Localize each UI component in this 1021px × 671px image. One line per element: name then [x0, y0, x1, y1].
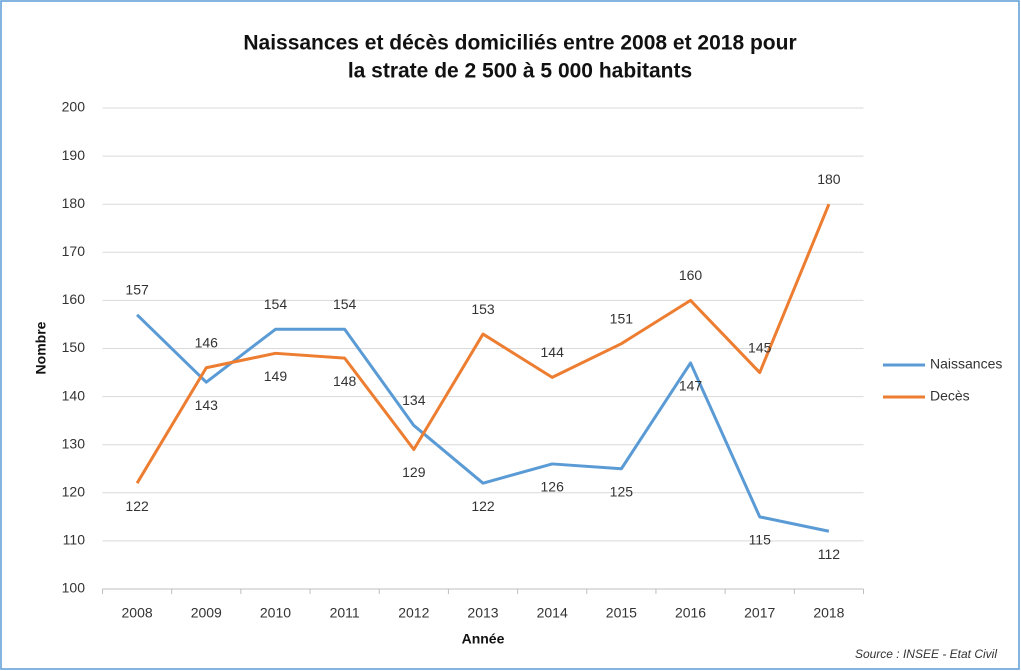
data-label: 151 [610, 310, 634, 326]
legend-label: Decès [930, 388, 970, 404]
x-tick-label: 2013 [467, 605, 498, 621]
data-label: 154 [333, 296, 357, 312]
x-tick-label: 2009 [191, 605, 222, 621]
y-axis-title: Nombre [33, 321, 49, 374]
data-label: 180 [817, 171, 841, 187]
data-label: 153 [471, 301, 495, 317]
data-label: 115 [749, 532, 772, 548]
chart-title: la strate de 2 500 à 5 000 habitants [348, 60, 692, 83]
data-label: 126 [541, 479, 565, 495]
data-label: 146 [195, 334, 219, 350]
data-label: 144 [541, 344, 565, 360]
x-tick-label: 2016 [675, 605, 706, 621]
data-label: 145 [748, 339, 772, 355]
legend-label: Naissances [930, 356, 1002, 372]
x-tick-label: 2014 [537, 605, 568, 621]
y-tick-label: 100 [62, 580, 86, 596]
x-tick-label: 2010 [260, 605, 291, 621]
y-tick-label: 140 [62, 387, 86, 403]
data-label: 143 [195, 397, 219, 413]
y-tick-label: 200 [62, 99, 86, 115]
y-tick-label: 190 [62, 147, 86, 163]
data-label: 129 [402, 464, 426, 480]
x-tick-label: 2012 [398, 605, 429, 621]
y-tick-label: 120 [62, 484, 86, 500]
data-label: 112 [818, 546, 841, 562]
data-label: 125 [610, 483, 634, 499]
source: Source : INSEE - Etat Civil [855, 647, 997, 661]
y-tick-label: 180 [62, 195, 86, 211]
y-tick-label: 160 [62, 291, 86, 307]
data-label: 122 [471, 498, 495, 514]
x-tick-label: 2015 [606, 605, 637, 621]
y-tick-label: 110 [63, 532, 86, 548]
line-series [136, 313, 830, 533]
x-tick-label: 2018 [813, 605, 844, 621]
data-label: 154 [264, 296, 288, 312]
data-label: 147 [679, 378, 703, 394]
data-label: 149 [264, 368, 288, 384]
data-label: 134 [402, 392, 426, 408]
data-label: 157 [125, 282, 149, 298]
line-series [135, 203, 831, 484]
chart-title: Naissances et décès domiciliés entre 200… [243, 32, 796, 55]
data-label: 122 [125, 498, 149, 514]
y-tick-label: 130 [62, 435, 86, 451]
data-label: 148 [333, 373, 357, 389]
y-tick-label: 170 [62, 243, 86, 259]
data-label: 160 [679, 267, 703, 283]
x-tick-label: 2011 [330, 605, 360, 621]
x-tick-label: 2017 [744, 605, 775, 621]
y-tick-label: 150 [62, 339, 86, 355]
x-axis-title: Année [462, 631, 505, 647]
x-tick-label: 2008 [122, 605, 153, 621]
